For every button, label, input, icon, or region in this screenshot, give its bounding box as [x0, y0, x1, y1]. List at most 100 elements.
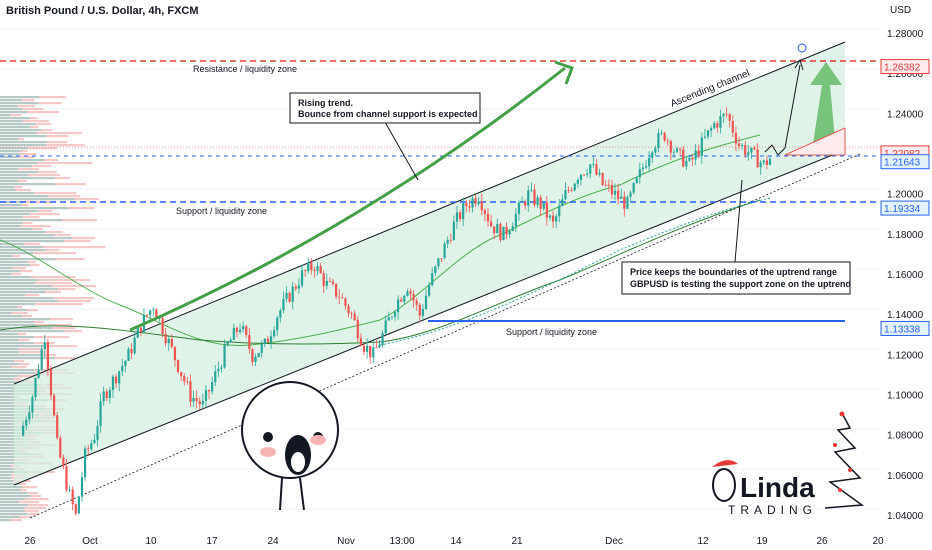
volume-profile-bar [0, 210, 53, 213]
y-tick-label: 1.16000 [887, 270, 924, 281]
candle [607, 179, 610, 193]
candle [604, 179, 607, 187]
candle [400, 296, 403, 303]
volume-profile-bar [0, 285, 96, 288]
volume-profile-bar [0, 159, 59, 162]
candle [114, 373, 118, 389]
y-tick-label: 1.06000 [887, 471, 924, 482]
volume-profile-bar [0, 249, 60, 252]
candle [68, 485, 71, 492]
volume-profile-bar [0, 189, 32, 192]
candle [471, 195, 474, 213]
candle [152, 307, 155, 317]
outer-trend-line [29, 153, 861, 519]
x-tick-label: Nov [337, 536, 355, 547]
volume-profile-bar [0, 498, 49, 501]
candle [161, 314, 164, 338]
volume-profile-bar [0, 216, 40, 219]
candle [573, 182, 576, 192]
candle [641, 163, 645, 175]
callout-1-box[interactable] [289, 92, 481, 124]
volume-profile-bar [0, 276, 76, 279]
candle [586, 168, 589, 178]
support-zone-label-1: Support / liquidity zone [176, 206, 267, 216]
face-doodle [241, 381, 339, 511]
volume-profile-bar [0, 345, 78, 348]
candle [440, 258, 443, 263]
candle [242, 321, 245, 333]
target-marker[interactable] [797, 43, 807, 53]
volume-profile-bar [0, 360, 25, 363]
candle [412, 289, 415, 308]
volume-profile-bar [0, 450, 27, 453]
callout-2-line-2: GBPUSD is testing the support zone on th… [630, 279, 851, 289]
candle [502, 226, 505, 241]
volume-profile-bar [0, 237, 96, 240]
volume-profile-bar [0, 231, 63, 234]
candle [648, 151, 651, 172]
x-tick-label: 19 [756, 536, 768, 547]
candle [102, 386, 105, 406]
candle [90, 439, 93, 452]
candle [403, 294, 406, 305]
x-tick-label: 13:00 [389, 536, 414, 547]
volume-profile-bar [0, 375, 37, 378]
candle [719, 109, 722, 134]
time-axis[interactable] [0, 530, 932, 550]
volume-profile-bar [0, 357, 76, 360]
candle [176, 359, 180, 374]
volume-profile-bar [0, 192, 77, 195]
candle [524, 199, 527, 210]
volume-profile-bar [0, 165, 52, 168]
volume-profile-bar [0, 369, 69, 372]
candle [458, 209, 462, 223]
projection-arrowhead [794, 58, 804, 71]
candle [297, 278, 301, 294]
volume-profile [0, 96, 106, 522]
candle [62, 454, 65, 470]
volume-profile-bar [0, 300, 91, 303]
candle [347, 303, 350, 318]
x-tick-label: 14 [450, 536, 462, 547]
candle [180, 371, 183, 381]
volume-profile-bar [0, 354, 57, 357]
ascending-channel-fill [14, 42, 845, 485]
callout-2-box[interactable] [621, 261, 851, 295]
candle [691, 154, 694, 166]
volume-profile-bar [0, 132, 83, 135]
candle [328, 277, 332, 283]
candle [710, 125, 713, 138]
volume-profile-bar [0, 252, 77, 255]
price-axis[interactable] [880, 0, 932, 530]
candle [384, 315, 387, 335]
candle [508, 228, 511, 239]
candle [663, 131, 666, 142]
x-tick-label: 17 [206, 536, 218, 547]
volume-profile-bar [0, 294, 40, 297]
candle [192, 390, 195, 408]
channel-upper-line [13, 41, 846, 385]
x-tick-label: 26 [816, 536, 828, 547]
candle [409, 288, 412, 301]
candle [617, 183, 620, 205]
volume-profile-bar [0, 234, 71, 237]
volume-profile-bar [0, 474, 24, 477]
volume-profile-bar [0, 162, 93, 165]
candle [558, 199, 561, 223]
candle [232, 323, 235, 341]
candle [390, 315, 394, 320]
candle [31, 394, 34, 419]
candle [589, 163, 592, 179]
candle [477, 197, 480, 206]
volume-profile-bar [0, 261, 36, 264]
candle [728, 112, 731, 128]
candle [620, 188, 623, 199]
candle [533, 184, 536, 208]
volume-profile-bar [0, 150, 28, 153]
candle [288, 291, 291, 303]
candle [108, 386, 111, 404]
volume-profile-bar [0, 138, 25, 141]
candle [341, 293, 344, 299]
candle [527, 185, 530, 212]
